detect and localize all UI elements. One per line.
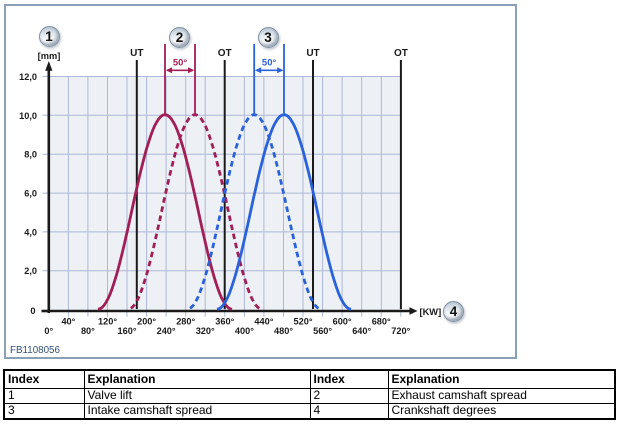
svg-text:50°: 50° — [262, 58, 277, 69]
svg-text:[mm]: [mm] — [38, 51, 61, 61]
svg-text:360°: 360° — [215, 317, 234, 327]
svg-text:600°: 600° — [333, 317, 352, 327]
svg-text:4,0: 4,0 — [24, 227, 37, 237]
svg-text:720°: 720° — [391, 326, 410, 336]
svg-text:240°: 240° — [157, 326, 176, 336]
svg-text:OT: OT — [218, 48, 232, 59]
svg-text:FB1108056: FB1108056 — [10, 345, 60, 356]
svg-text:400°: 400° — [235, 326, 254, 336]
svg-text:280°: 280° — [176, 317, 195, 327]
svg-text:50°: 50° — [173, 58, 188, 69]
svg-text:UT: UT — [130, 48, 143, 59]
svg-text:560°: 560° — [313, 326, 332, 336]
svg-text:520°: 520° — [293, 317, 312, 327]
svg-text:320°: 320° — [196, 326, 215, 336]
svg-text:OT: OT — [394, 48, 408, 59]
svg-text:160°: 160° — [117, 326, 136, 336]
svg-text:0°: 0° — [44, 326, 53, 336]
svg-text:120°: 120° — [98, 317, 117, 327]
svg-text:[KW]: [KW] — [420, 307, 442, 317]
svg-text:80°: 80° — [81, 326, 95, 336]
svg-text:8,0: 8,0 — [24, 150, 37, 160]
svg-text:2,0: 2,0 — [24, 266, 37, 276]
svg-text:12,0: 12,0 — [19, 72, 37, 82]
svg-text:680°: 680° — [372, 317, 391, 327]
svg-text:6,0: 6,0 — [24, 189, 37, 199]
svg-text:UT: UT — [306, 48, 319, 59]
svg-text:480°: 480° — [274, 326, 293, 336]
svg-text:10,0: 10,0 — [19, 111, 37, 121]
svg-text:640°: 640° — [352, 326, 371, 336]
svg-text:440°: 440° — [254, 317, 273, 327]
svg-text:40°: 40° — [61, 317, 75, 327]
svg-text:0: 0 — [30, 306, 35, 316]
svg-text:200°: 200° — [137, 317, 156, 327]
